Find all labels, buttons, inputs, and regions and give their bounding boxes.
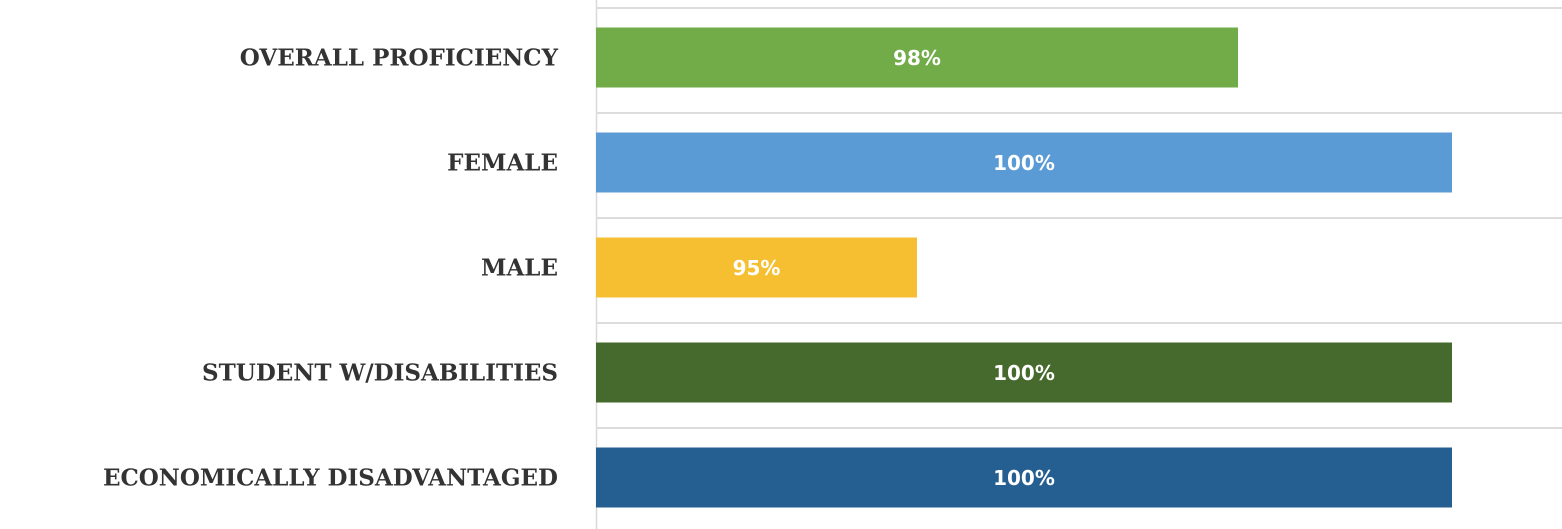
value-label: 100% [993,151,1055,175]
value-label: 100% [993,466,1055,490]
category-label: OVERALL PROFICIENCY [240,45,559,72]
bar [596,447,1452,508]
category-label: MALE [481,255,558,282]
category-label: STUDENT W/DISABILITIES [202,360,558,387]
category-label: ECONOMICALLY DISADVANTAGED [103,465,558,492]
bar [596,132,1452,193]
category-label: FEMALE [447,150,558,177]
bar [596,342,1452,403]
value-label: 98% [893,46,941,70]
bar [596,237,917,298]
value-label: 95% [733,256,781,280]
bar [596,27,1238,88]
value-label: 100% [993,361,1055,385]
